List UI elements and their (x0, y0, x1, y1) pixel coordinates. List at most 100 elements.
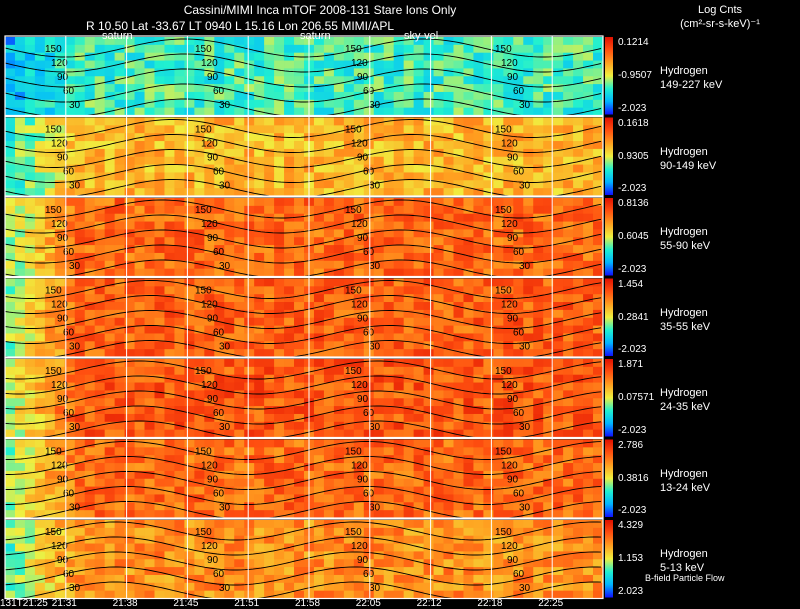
contour-line (5, 471, 602, 490)
heatmap-cell (543, 44, 554, 54)
heatmap-cell (184, 382, 195, 391)
heatmap-cell (254, 213, 265, 222)
heatmap-cell (74, 268, 86, 277)
contour-line (4, 38, 602, 58)
heatmap-cell (34, 470, 46, 480)
contour-label: 30 (69, 503, 81, 514)
heatmap-cell (503, 582, 514, 592)
heatmap-cell (24, 125, 36, 134)
heatmap-cell (274, 447, 285, 456)
heatmap-cell (593, 252, 604, 262)
heatmap-cell (483, 582, 494, 592)
heatmap-cell (254, 494, 265, 503)
heatmap-cell (463, 37, 474, 46)
heatmap-cell (24, 302, 36, 311)
heatmap-cell (453, 582, 464, 592)
heatmap-cell (483, 60, 494, 69)
heatmap-cell (254, 221, 265, 230)
heatmap-cell (533, 286, 544, 295)
heatmap-cell (224, 245, 235, 254)
heatmap-cell (294, 125, 305, 134)
heatmap-cell (184, 510, 195, 519)
heatmap-cell (523, 486, 534, 495)
heatmap-cell (373, 574, 385, 584)
heatmap-cell (543, 470, 554, 480)
heatmap-cell (174, 148, 185, 158)
heatmap-cell (94, 133, 106, 142)
heatmap-cell (244, 366, 255, 376)
heatmap-cell (284, 76, 295, 85)
heatmap-cell (503, 447, 514, 456)
heatmap-cell (224, 91, 235, 101)
heatmap-cell (493, 252, 504, 262)
heatmap-cell (274, 429, 285, 438)
heatmap-cell (34, 91, 46, 101)
heatmap-cell (204, 60, 215, 69)
contour-label: 120 (501, 541, 518, 552)
heatmap-cell (403, 172, 415, 181)
heatmap-cell (373, 237, 385, 246)
heatmap-cell (513, 349, 524, 358)
heatmap-cell (363, 447, 375, 456)
heatmap-cell (94, 413, 106, 423)
heatmap-cell (54, 520, 66, 529)
heatmap-cell (473, 125, 484, 134)
heatmap-cell (363, 590, 375, 599)
heatmap-cell (74, 91, 86, 101)
heatmap-cell (533, 439, 544, 448)
heatmap-cell (563, 455, 574, 464)
heatmap-cell (413, 107, 424, 116)
heatmap-cell (453, 44, 464, 54)
heatmap-cell (323, 188, 335, 197)
heatmap-cell (383, 439, 395, 448)
heatmap-cell (353, 390, 365, 399)
heatmap-cell (264, 567, 275, 576)
heatmap-cell (433, 99, 444, 109)
heatmap-cell (493, 559, 504, 568)
heatmap-cell (264, 37, 275, 46)
heatmap-cell (164, 574, 175, 584)
heatmap-cell (94, 245, 106, 254)
heatmap-cell (74, 44, 86, 54)
heatmap-cell (583, 543, 594, 552)
heatmap-cell (493, 268, 504, 277)
heatmap-cell (513, 188, 524, 197)
heatmap-cell (234, 76, 245, 85)
heatmap-cell (553, 76, 564, 85)
heatmap-cell (194, 551, 205, 560)
heatmap-cell (353, 60, 365, 69)
heatmap-cell (403, 382, 415, 391)
heatmap-cell (34, 406, 46, 415)
heatmap-cell (144, 325, 155, 334)
heatmap-cell (134, 486, 145, 495)
heatmap-cell (254, 486, 265, 495)
heatmap-cell (214, 76, 225, 85)
heatmap-cell (74, 213, 86, 222)
heatmap-cell (333, 398, 345, 407)
heatmap-cell (124, 447, 135, 456)
heatmap-cell (463, 198, 474, 207)
heatmap-cell (403, 60, 415, 69)
contour-label: 30 (219, 583, 231, 594)
heatmap-cell (393, 172, 405, 181)
heatmap-cell (413, 156, 424, 165)
heatmap-cell (403, 91, 415, 101)
heatmap-cell (423, 429, 434, 438)
heatmap-cell (244, 117, 255, 126)
heatmap-cell (214, 84, 225, 93)
contour-label: 60 (363, 247, 375, 258)
heatmap-cell (343, 213, 355, 222)
heatmap-cell (204, 268, 215, 277)
heatmap-cell (174, 252, 185, 262)
heatmap-cell (254, 317, 265, 326)
heatmap-cell (174, 84, 185, 93)
contour-label: 90 (507, 153, 519, 164)
heatmap-cell (343, 382, 355, 391)
heatmap-cell (333, 237, 345, 246)
heatmap-cell (244, 359, 255, 368)
heatmap-cell (284, 164, 295, 173)
heatmap-cell (184, 286, 195, 295)
heatmap-cell (124, 125, 135, 134)
heatmap-cell (433, 84, 444, 93)
heatmap-cell (114, 237, 125, 246)
